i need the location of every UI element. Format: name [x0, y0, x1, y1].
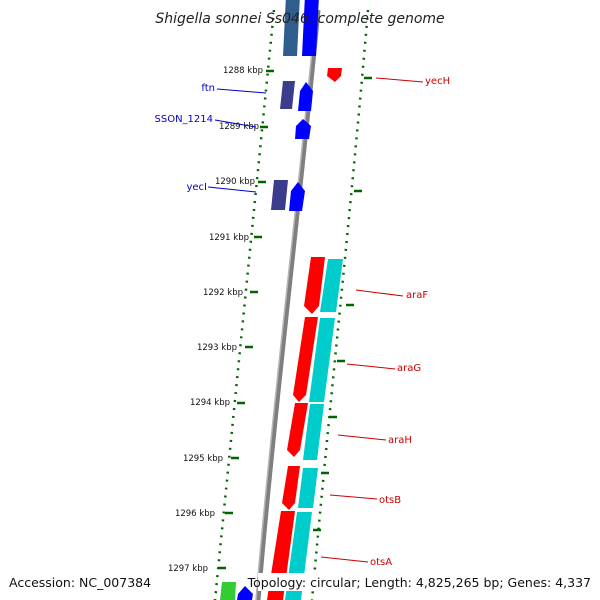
- forward-gene: [237, 586, 253, 600]
- kbp-label: 1293 kbp: [197, 343, 237, 353]
- gene-arag: [293, 317, 335, 402]
- kbp-label: 1295 kbp: [183, 454, 223, 464]
- right-ring-ticks: [313, 76, 372, 532]
- gene-label-ftn: ftn: [201, 83, 267, 94]
- gene-top-cutoff: [283, 0, 319, 56]
- kbp-label: 1291 kbp: [209, 233, 249, 243]
- gene-otsb: [282, 466, 318, 510]
- kbp-label: 1296 kbp: [175, 509, 215, 519]
- map-title: Shigella sonnei Ss046, complete genome: [155, 11, 444, 27]
- gene-label-text: otsB: [379, 495, 401, 506]
- gene-label-arag: araG: [346, 363, 421, 374]
- kbp-tick: 1297 kbp: [168, 564, 226, 574]
- gene-label-text: otsA: [370, 557, 392, 568]
- kbp-tick: 1296 kbp: [175, 509, 233, 519]
- footer-accession-bg: [6, 573, 158, 591]
- kbp-tick: 1292 kbp: [203, 288, 258, 298]
- gene-label-text: yecI: [186, 182, 207, 193]
- gene-label-arah: araH: [337, 434, 412, 446]
- kbp-tick: 1288 kbp: [223, 66, 274, 76]
- left-dotted-ring: [213, 9, 276, 600]
- forward-gene: [289, 182, 305, 211]
- footer-summary-bg: [258, 573, 596, 591]
- kbp-label: 1294 kbp: [190, 398, 230, 408]
- gene-label-yech: yecH: [375, 76, 450, 87]
- kbp-tick: 1290 kbp: [215, 177, 266, 187]
- gene-arah: [287, 403, 324, 460]
- gene-label-otsa: otsA: [320, 556, 392, 568]
- gene-label-text: araH: [388, 435, 412, 446]
- accession-text: Accession: NC_007384: [9, 575, 151, 590]
- gene-araf: [304, 257, 343, 314]
- green-feature: [220, 582, 236, 600]
- right-gene-labels: yecH araF araG araH otsB otsA: [320, 76, 450, 568]
- kbp-label: 1292 kbp: [203, 288, 243, 298]
- gene-sson-1214: [295, 119, 311, 139]
- gene-label-text: ftn: [201, 83, 215, 94]
- gene-label-text: araF: [406, 290, 428, 301]
- forward-feature: [271, 180, 288, 210]
- reverse-gene: [287, 403, 308, 457]
- forward-gene: [298, 82, 313, 111]
- reverse-feature: [298, 468, 318, 508]
- kbp-tick: 1294 kbp: [190, 398, 245, 408]
- kbp-tick: 1293 kbp: [197, 343, 253, 353]
- gene-yeci: [271, 180, 305, 211]
- reverse-gene: [282, 466, 300, 510]
- gene-label-araf: araF: [355, 289, 428, 301]
- gene-label-sson-1214: SSON_1214: [155, 114, 257, 128]
- gene-label-yeci: yecI: [186, 182, 257, 193]
- gene-ftn: [280, 81, 313, 111]
- gene-bottom-cutoff: [220, 582, 253, 600]
- kbp-label: 1289 kbp: [219, 122, 259, 132]
- kbp-label: 1297 kbp: [168, 564, 208, 574]
- right-dotted-ring: [310, 9, 370, 600]
- gene-label-otsb: otsB: [329, 494, 401, 506]
- kbp-scale: 1288 kbp 1289 kbp 1290 kbp 1291 kbp 1292…: [168, 66, 274, 574]
- left-gene-labels: ftn SSON_1214 yecI: [155, 83, 267, 193]
- reverse-gene: [293, 317, 318, 402]
- forward-gene: [302, 0, 319, 56]
- reverse-feature: [320, 259, 343, 312]
- gene-label-text: araG: [397, 363, 421, 374]
- forward-feature: [283, 0, 300, 56]
- gene-label-text: yecH: [425, 76, 450, 87]
- reverse-gene: [327, 68, 342, 82]
- footer: Accession: NC_007384 Topology: circular;…: [6, 573, 596, 591]
- kbp-tick: 1289 kbp: [219, 122, 268, 132]
- reverse-feature: [303, 404, 324, 460]
- gene-yech: [327, 68, 342, 82]
- kbp-tick: 1295 kbp: [183, 454, 239, 464]
- forward-feature: [280, 81, 295, 109]
- reverse-feature: [309, 318, 335, 402]
- kbp-label: 1288 kbp: [223, 66, 263, 76]
- reverse-gene: [304, 257, 325, 314]
- gene-label-text: SSON_1214: [155, 114, 214, 125]
- kbp-label: 1290 kbp: [215, 177, 255, 187]
- genome-summary-text: Topology: circular; Length: 4,825,265 bp…: [247, 575, 591, 590]
- kbp-tick: 1291 kbp: [209, 233, 262, 243]
- forward-gene: [295, 119, 311, 139]
